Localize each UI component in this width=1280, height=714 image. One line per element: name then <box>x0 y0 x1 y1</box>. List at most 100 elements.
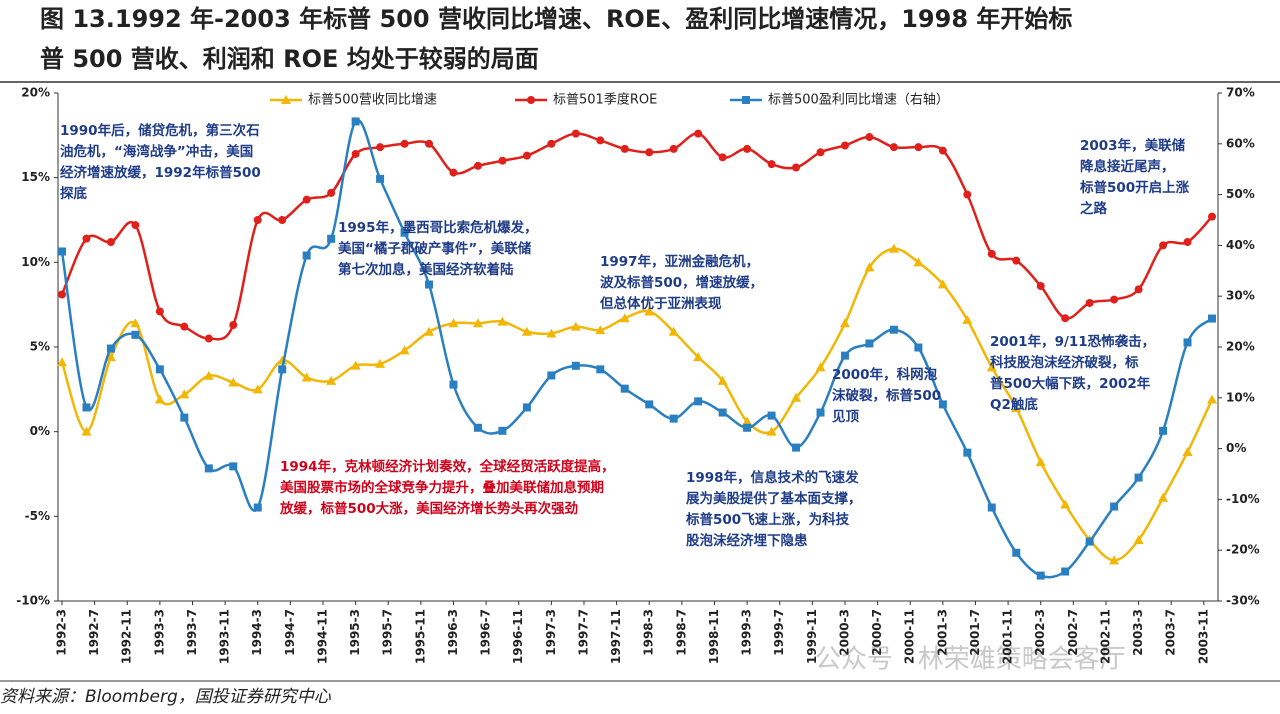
point <box>131 221 140 230</box>
x-tick-label: 1999-11 <box>805 609 819 664</box>
point <box>82 403 91 412</box>
point <box>1134 285 1143 294</box>
point <box>889 143 898 152</box>
x-tick-label: 1994-3 <box>250 609 264 656</box>
annotation: 标普500飞速上涨，为科技 <box>685 511 850 528</box>
annotation: 但总体优于亚洲表现 <box>599 295 722 312</box>
point <box>351 117 360 126</box>
x-tick-label: 1993-3 <box>152 609 166 656</box>
point <box>81 426 92 436</box>
annotation: 沫破裂，标普500 <box>832 387 941 404</box>
y-tick-label: 15% <box>21 170 50 184</box>
point <box>498 156 507 165</box>
point <box>105 352 116 362</box>
y2-tick-label: -20% <box>1226 543 1260 557</box>
point <box>864 262 875 272</box>
y-tick-label: 20% <box>21 86 50 100</box>
point <box>1207 394 1217 404</box>
point <box>619 313 630 323</box>
point <box>1110 295 1119 304</box>
x-tick-label: 1997-3 <box>544 609 558 656</box>
point <box>987 249 996 258</box>
point <box>1110 502 1119 511</box>
point <box>840 141 849 150</box>
y2-tick-label: 30% <box>1226 289 1255 303</box>
point <box>399 345 410 355</box>
point <box>425 280 434 289</box>
point <box>154 394 165 404</box>
point <box>767 160 776 169</box>
point <box>742 416 753 426</box>
point <box>743 423 752 432</box>
point <box>1035 457 1046 467</box>
x-tick-label: 1992-3 <box>55 609 69 656</box>
point <box>228 377 239 387</box>
point <box>717 375 728 385</box>
y-tick-label: -5% <box>25 509 50 523</box>
point <box>694 397 703 406</box>
point <box>278 216 287 224</box>
point <box>547 371 556 380</box>
point <box>669 144 678 153</box>
point <box>350 360 361 370</box>
point <box>1012 548 1021 557</box>
x-tick-label: 2002-3 <box>1033 609 1047 656</box>
x-tick-label: 2001-3 <box>935 609 949 656</box>
point <box>376 143 385 152</box>
point <box>938 146 947 155</box>
point <box>888 243 899 253</box>
point <box>376 174 385 183</box>
x-tick-label: 1998-7 <box>674 609 688 656</box>
x-tick-label: 1992-11 <box>120 609 134 664</box>
x-tick-label: 1995-3 <box>348 609 362 656</box>
annotation: 之路 <box>1080 200 1108 217</box>
point <box>522 403 531 412</box>
x-tick-label: 1997-7 <box>576 609 590 656</box>
point <box>180 413 189 422</box>
point <box>522 151 531 160</box>
point <box>57 357 67 367</box>
point <box>131 330 140 339</box>
point <box>253 503 262 512</box>
point <box>791 392 802 402</box>
x-tick-label: 1999-3 <box>740 609 754 656</box>
point <box>1159 241 1168 250</box>
point <box>180 322 189 331</box>
point <box>179 389 190 399</box>
y2-tick-label: 50% <box>1226 187 1255 201</box>
point <box>1036 571 1045 580</box>
annotation: 科技股泡沫经济破裂，标 <box>990 354 1139 371</box>
point <box>718 408 727 417</box>
y2-tick-label: 40% <box>1226 238 1255 252</box>
point <box>986 362 997 372</box>
x-tick-label: 1994-11 <box>315 609 329 664</box>
x-tick-label: 2000-7 <box>870 609 884 656</box>
x-tick-label: 1997-11 <box>609 609 623 664</box>
point <box>1159 426 1168 435</box>
point <box>448 318 459 328</box>
point <box>106 344 115 353</box>
point <box>570 321 581 331</box>
point <box>767 411 776 420</box>
point <box>252 384 263 394</box>
x-tick-label: 1995-11 <box>413 609 427 664</box>
x-tick-label: 2003-11 <box>1196 609 1210 664</box>
point <box>204 334 213 343</box>
point <box>229 320 238 329</box>
point <box>743 144 752 153</box>
point <box>840 351 849 360</box>
point <box>865 339 874 348</box>
point <box>1183 338 1192 347</box>
point <box>449 380 458 389</box>
point <box>914 343 923 352</box>
x-tick-label: 2000-11 <box>903 609 917 664</box>
y2-tick-label: -10% <box>1226 492 1260 506</box>
y-tick-label: 5% <box>30 340 50 354</box>
annotation: 展为美股提供了基本面支撑， <box>686 490 862 507</box>
point <box>913 257 924 267</box>
point <box>914 143 923 152</box>
source: 资料来源：Bloomberg，国投证券研究中心 <box>0 687 332 707</box>
point <box>1012 256 1021 265</box>
x-tick-label: 1996-7 <box>479 609 493 656</box>
